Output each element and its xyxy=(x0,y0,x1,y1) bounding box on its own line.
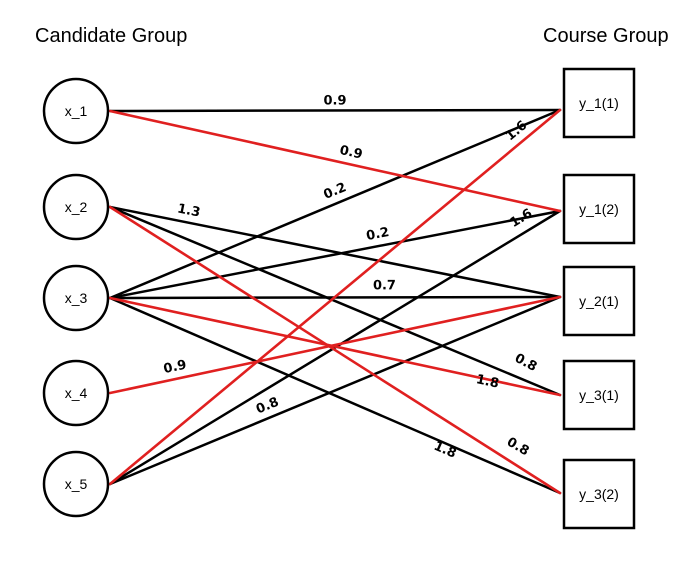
candidate-circle xyxy=(42,359,110,427)
edge-weight-x-1-to-y-1-2: 0.9 xyxy=(338,143,364,163)
candidate-circle xyxy=(42,264,110,332)
course-node-y-3-2: y_3(2) xyxy=(562,458,636,530)
edge-x-2-to-y-3-1 xyxy=(108,205,562,397)
edge-x-3-to-y-3-1-highlighted xyxy=(108,296,562,397)
edge-weight-x-1-to-y-1-1: 0.9 xyxy=(323,93,346,108)
course-label: y_1(1) xyxy=(579,95,619,111)
candidate-circle xyxy=(42,173,110,241)
course-box xyxy=(562,67,636,139)
course-node-y-2-1: y_2(1) xyxy=(562,265,636,337)
candidate-label: x_2 xyxy=(65,199,88,215)
course-label: y_3(1) xyxy=(579,387,619,403)
course-node-y-1-2: y_1(2) xyxy=(562,173,636,245)
course-node-y-3-1: y_3(1) xyxy=(562,359,636,431)
edge-x-4-to-y-2-1-highlighted xyxy=(108,295,562,395)
candidate-node-x-1: x_1 xyxy=(42,77,110,145)
candidate-circle xyxy=(42,77,110,145)
candidate-label: x_3 xyxy=(65,290,88,306)
course-group-title: Course Group xyxy=(543,25,669,47)
course-box xyxy=(562,173,636,245)
edge-weight-x-3-to-y-1-2: 0.2 xyxy=(365,225,390,244)
candidate-circle xyxy=(42,450,110,518)
candidate-group-title: Candidate Group xyxy=(35,25,187,47)
course-label: y_3(2) xyxy=(579,486,619,502)
edge-x-2-to-y-2-1 xyxy=(108,205,562,299)
edge-weight-extra-0: 0.8 xyxy=(512,351,539,375)
course-box xyxy=(562,458,636,530)
candidate-node-x-3: x_3 xyxy=(42,264,110,332)
edge-x-3-to-y-3-2 xyxy=(108,296,562,495)
candidate-label: x_4 xyxy=(65,385,88,401)
candidate-label: x_1 xyxy=(65,103,88,119)
edges-layer xyxy=(108,108,562,495)
course-box xyxy=(562,359,636,431)
edge-x-5-to-y-1-1-highlighted xyxy=(108,108,562,486)
course-node-y-1-1: y_1(1) xyxy=(562,67,636,139)
edge-weight-x-5-to-y-1-1: 1.6 xyxy=(503,118,530,144)
candidate-node-x-5: x_5 xyxy=(42,450,110,518)
candidate-node-x-2: x_2 xyxy=(42,173,110,241)
edge-weight-x-3-to-y-3-2: 1.8 xyxy=(431,439,458,462)
edge-weight-x-3-to-y-3-1: 1.8 xyxy=(475,372,501,392)
edge-weight-x-2-to-y-2-1: 1.3 xyxy=(176,201,202,220)
nodes-layer: x_1 x_2 x_3 x_4 x_5 y_1(1) y_1(2) y_2(1) y_3(1)y… xyxy=(42,67,636,530)
course-box xyxy=(562,265,636,337)
course-label: y_2(1) xyxy=(579,293,619,309)
candidate-node-x-4: x_4 xyxy=(42,359,110,427)
edge-weight-x-4-to-y-2-1: 0.9 xyxy=(162,358,188,377)
edge-x-3-to-y-1-2 xyxy=(108,209,562,300)
edge-x-2-to-y-3-2-highlighted xyxy=(108,205,562,495)
course-label: y_1(2) xyxy=(579,201,619,217)
edge-x-1-to-y-1-2-highlighted xyxy=(108,109,562,213)
edge-weight-x-3-to-y-2-1: 0.7 xyxy=(373,278,396,293)
edge-x-1-to-y-1-1 xyxy=(108,108,562,113)
candidate-label: x_5 xyxy=(65,476,88,492)
edge-x-5-to-y-2-1 xyxy=(108,295,562,486)
edge-weight-extra-1: 0.8 xyxy=(504,435,531,460)
edge-x-3-to-y-1-1 xyxy=(108,108,562,300)
